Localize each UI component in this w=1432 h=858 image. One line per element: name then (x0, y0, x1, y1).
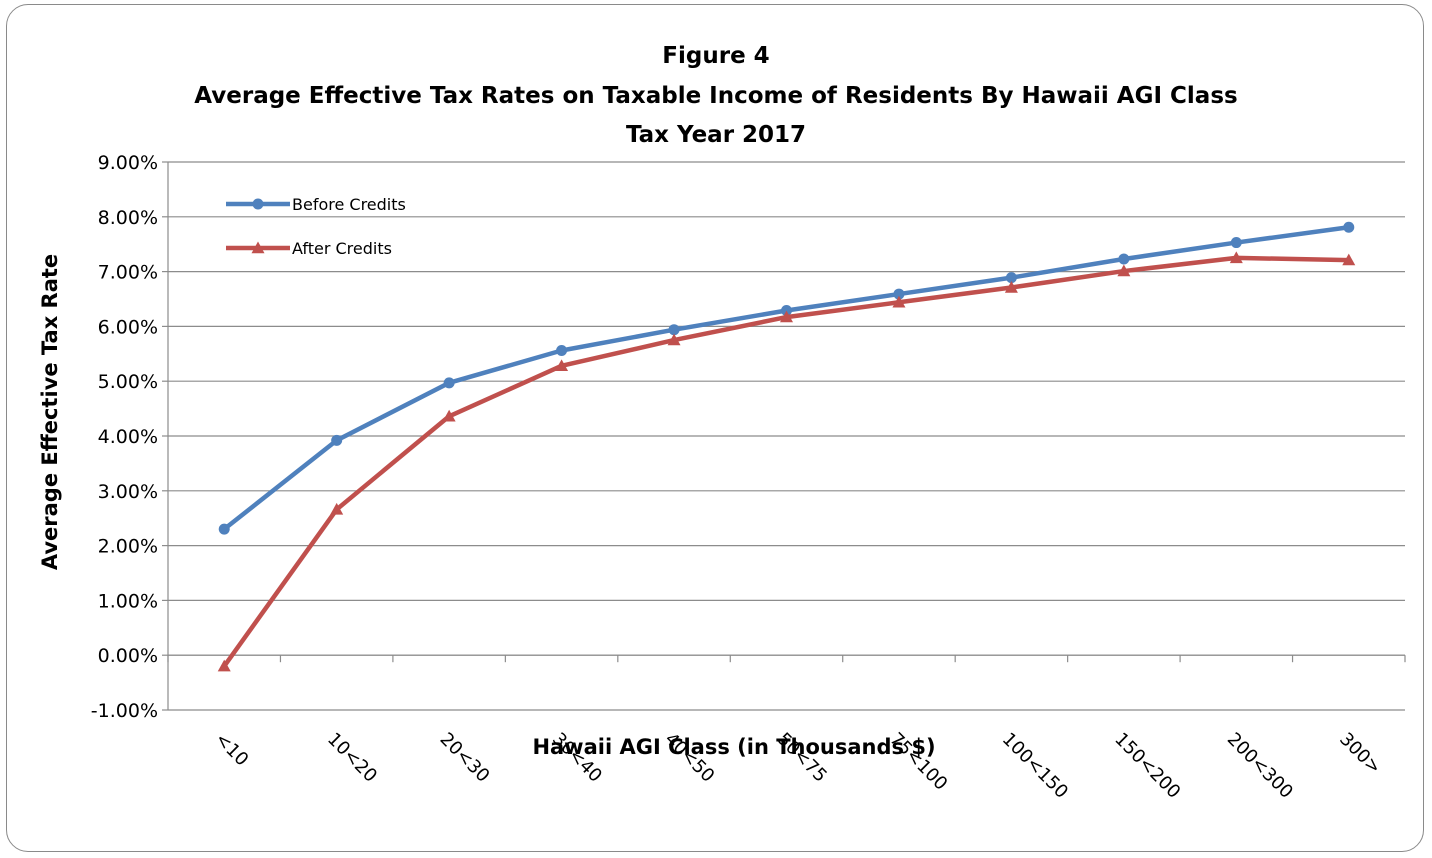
chart-frame (6, 4, 1424, 852)
legend-item: Before Credits (226, 195, 406, 214)
x-tick-label: 100<150 (998, 729, 1072, 803)
x-tick-label: 150<200 (1110, 729, 1184, 803)
y-tick-label: 3.00% (98, 481, 158, 503)
series (217, 221, 1356, 672)
data-point (330, 502, 344, 515)
data-point (1342, 253, 1356, 266)
data-point (892, 295, 906, 308)
legend-item: After Credits (226, 239, 392, 258)
title-line-3: Tax Year 2017 (626, 122, 806, 148)
y-tick-label: -1.00% (91, 700, 158, 722)
legend: Before Credits After Credits (226, 195, 406, 258)
x-tick-label: 300> (1335, 729, 1385, 779)
y-tick-label: 0.00% (98, 645, 158, 667)
legend-label: Before Credits (292, 195, 406, 214)
series-line (222, 224, 1350, 531)
x-tick-label: <10 (211, 729, 253, 771)
title-line-1: Figure 4 (662, 43, 769, 69)
legend-marker (252, 198, 264, 210)
legend-label: After Credits (292, 239, 392, 258)
data-point (555, 359, 569, 372)
data-point (1230, 237, 1242, 249)
y-tick-label: 5.00% (98, 371, 158, 393)
data-point (443, 377, 455, 389)
chart-title: Figure 4 Average Effective Tax Rates on … (194, 43, 1237, 148)
data-point (781, 305, 792, 317)
data-point (1005, 272, 1017, 284)
x-axis-label: Hawaii AGI Class (in Thousands $) (532, 735, 935, 759)
y-tick-labels: -1.00% 0.00% 1.00% 2.00% 3.00% 4.00% 5.00% 6.00… (91, 152, 158, 722)
legend-marker (251, 241, 265, 254)
x-tick-label: 20<30 (436, 729, 494, 787)
y-axis-label: Average Effective Tax Rate (38, 254, 62, 570)
x-tick-label: 200<300 (1223, 729, 1297, 803)
data-point (217, 659, 231, 672)
gridlines (162, 161, 1405, 711)
data-point (780, 310, 793, 323)
y-tick-label: 2.00% (98, 536, 158, 558)
data-point (1229, 251, 1243, 264)
title-line-2: Average Effective Tax Rates on Taxable I… (194, 83, 1237, 109)
series-before-credits (218, 221, 1355, 535)
y-tick-label: 9.00% (98, 152, 158, 174)
data-point (1117, 264, 1131, 277)
y-tick-label: 6.00% (98, 316, 158, 338)
data-point (218, 523, 230, 535)
series-after-credits (217, 251, 1356, 672)
data-point (1004, 280, 1018, 293)
data-point (893, 288, 905, 300)
y-tick-label: 7.00% (98, 262, 158, 284)
axes (167, 162, 1406, 710)
data-point (668, 324, 680, 336)
y-tick-label: 8.00% (98, 207, 158, 229)
x-tick-label: 10<20 (323, 729, 381, 787)
data-point (442, 409, 456, 422)
data-point (1118, 253, 1130, 265)
data-point (331, 434, 343, 446)
y-tick-label: 1.00% (98, 590, 158, 612)
y-tick-label: 4.00% (98, 426, 158, 448)
data-point (667, 333, 681, 346)
data-point (1343, 221, 1355, 233)
data-point (556, 345, 568, 357)
